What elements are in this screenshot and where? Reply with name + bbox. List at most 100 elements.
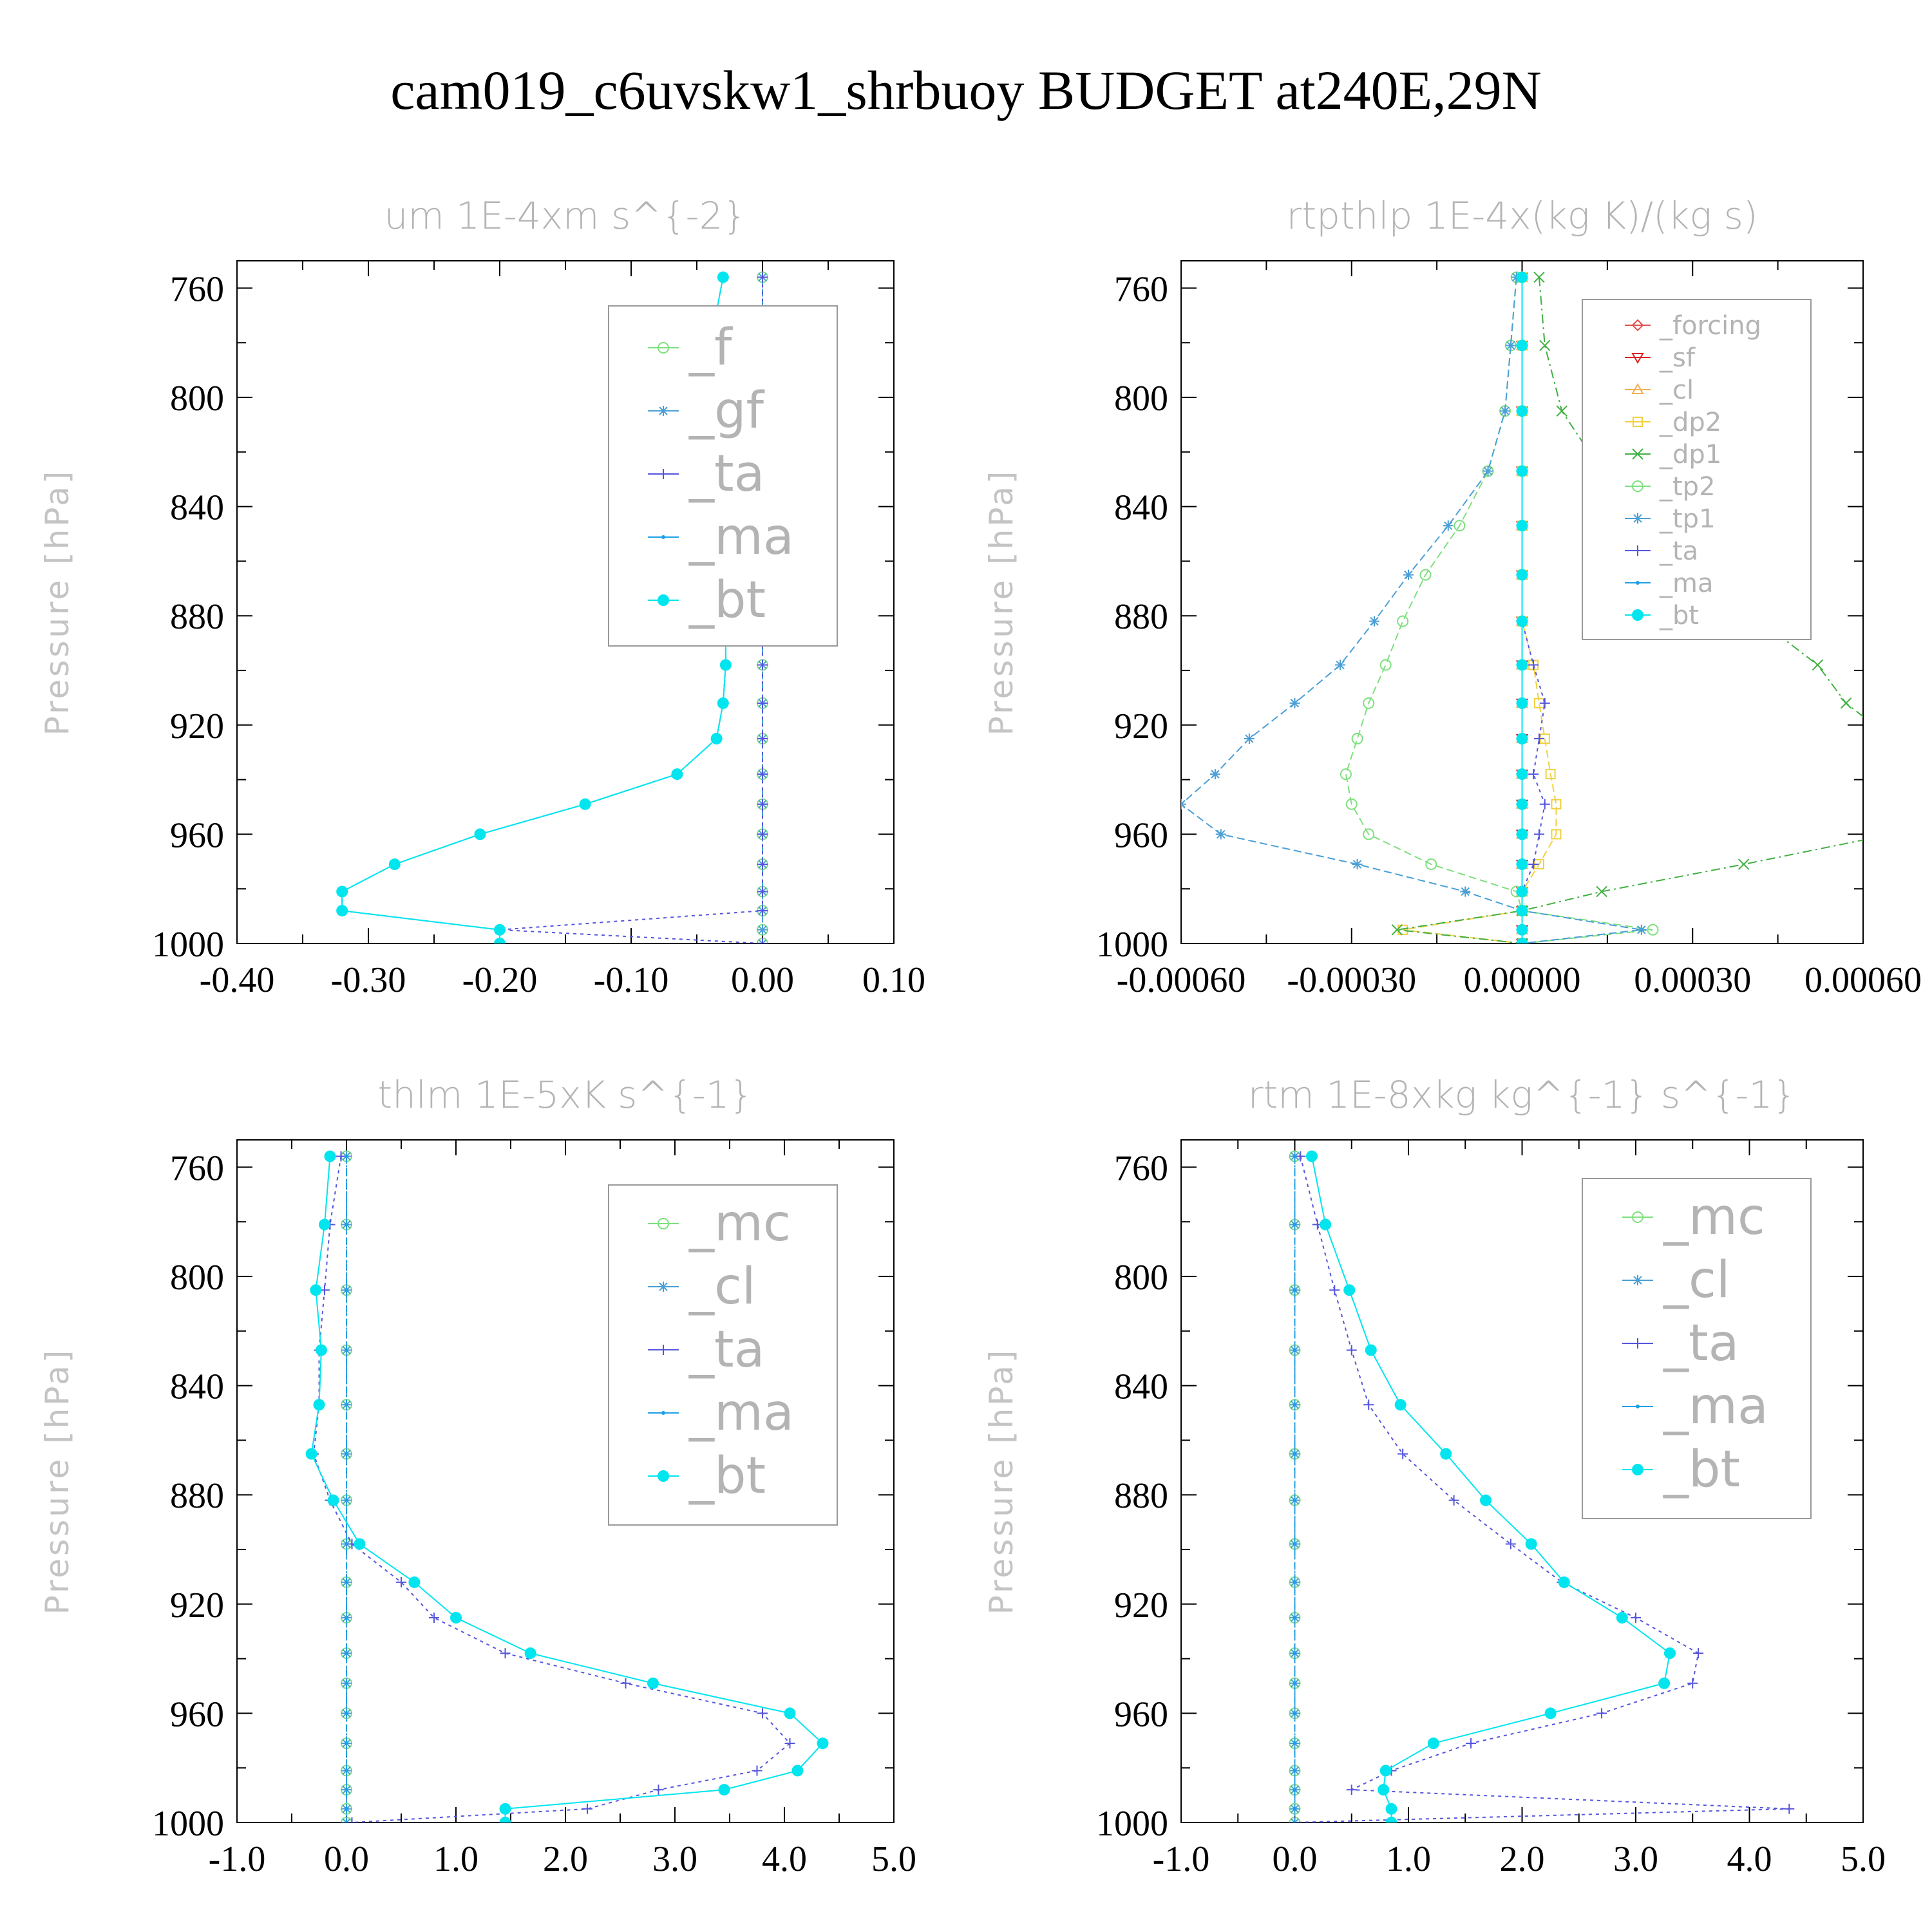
data-point-ma	[345, 1651, 348, 1656]
data-point-tp1	[1181, 799, 1186, 810]
data-point-tp1	[1460, 886, 1471, 897]
data-point-bt	[1378, 1784, 1390, 1796]
data-point-dp1	[1539, 339, 1551, 352]
data-point-ma	[345, 1788, 348, 1792]
legend-label: _cl	[1663, 1251, 1730, 1309]
data-point-tp1	[1403, 569, 1414, 580]
y-tick-label: 880	[1114, 597, 1168, 637]
data-point-tp1	[1352, 859, 1363, 870]
data-point-bt	[1516, 339, 1528, 352]
page-title: cam019_c6uvskw1_shrbuoy BUDGET at240E,29…	[390, 59, 1542, 121]
data-point-ma	[345, 1542, 348, 1546]
data-point-tp1	[1636, 924, 1647, 935]
data-point-ta	[757, 769, 768, 780]
x-tick-label: 5.0	[871, 1839, 916, 1879]
data-point-ma	[345, 1806, 348, 1811]
data-point-ma	[1293, 1711, 1297, 1716]
y-tick-label: 960	[1114, 1694, 1168, 1734]
x-tick-label: 4.0	[762, 1839, 807, 1879]
data-point-ta	[1363, 1399, 1374, 1410]
data-point-ta	[1528, 859, 1539, 870]
y-tick-label: 920	[1114, 706, 1168, 746]
data-point-tp2	[1425, 858, 1437, 871]
data-point-bt	[647, 1677, 659, 1689]
data-point-bt	[1516, 520, 1528, 532]
data-point-ma	[1293, 1768, 1297, 1773]
y-tick-label: 800	[1114, 1258, 1168, 1298]
series-layer	[1181, 270, 1863, 943]
data-point-dp1	[1596, 886, 1607, 898]
data-point-ma	[1293, 1616, 1297, 1620]
data-point-ta	[757, 859, 768, 870]
data-point-bt	[1343, 1284, 1356, 1296]
data-point-tp1	[1369, 616, 1380, 627]
chart-panel-4: rtm 1E-8xkg kg^{-1} s^{-1} Pressure [hPa]…	[983, 1073, 1886, 1879]
x-tick-label: 1.0	[433, 1839, 478, 1879]
legend-label: _ma	[688, 1384, 794, 1442]
data-point-ma	[345, 1403, 348, 1407]
data-point-tp2	[1419, 569, 1432, 581]
legend-marker-dp2	[1633, 417, 1643, 427]
data-point-ma	[345, 1348, 348, 1352]
y-tick-label: 840	[170, 488, 224, 528]
data-point-ta	[1596, 1708, 1607, 1719]
data-point-ta	[1346, 1785, 1357, 1795]
data-point-bt	[1379, 1765, 1392, 1777]
legend-marker-sf	[1631, 353, 1644, 365]
legend-marker-ta	[1633, 1338, 1643, 1349]
data-point-bt	[494, 938, 506, 943]
data-point-ta	[346, 1817, 357, 1823]
x-tick-label: 2.0	[543, 1839, 588, 1879]
y-tick-label: 840	[1114, 1367, 1168, 1407]
data-point-tp2	[1647, 923, 1659, 936]
data-point-bt	[1516, 569, 1528, 581]
data-point-ta	[1533, 829, 1544, 840]
data-point-bt	[1516, 886, 1528, 898]
y-tick-label: 1000	[1096, 1804, 1168, 1844]
data-point-bt	[1480, 1494, 1492, 1506]
y-tick-label: 960	[1114, 815, 1168, 855]
data-point-ma	[1293, 1403, 1297, 1407]
data-point-ta	[757, 829, 768, 840]
data-point-dp1	[1391, 924, 1403, 936]
chart-panel-3: thlm 1E-5xK s^{-1} Pressure [hPa] 760 800 84…	[39, 1073, 916, 1879]
legend-label: _cl	[688, 1258, 756, 1316]
x-tick-label: 1.0	[1386, 1839, 1431, 1879]
data-point-bt	[494, 923, 506, 936]
y-tick-label: 800	[170, 379, 224, 419]
x-tick-label: 0.00	[731, 960, 794, 1000]
y-tick-label: 920	[170, 1586, 224, 1625]
data-point-bt	[408, 1576, 421, 1588]
data-point-dp2	[1397, 924, 1408, 935]
x-tick-label: 0.10	[862, 960, 925, 1000]
data-point-gf	[757, 924, 768, 935]
data-point-bt	[1516, 465, 1528, 477]
legend: _mc_cl_ta_ma_bt	[608, 1184, 838, 1526]
y-tick-label: 760	[1114, 269, 1168, 309]
legend-box	[1582, 299, 1812, 640]
data-point-bt	[1516, 923, 1528, 936]
data-point-ta	[757, 886, 768, 897]
data-point-ta	[1448, 1495, 1459, 1506]
legend-label: _bt	[688, 1447, 766, 1505]
legend-box	[608, 1184, 838, 1526]
data-point-ta	[620, 1678, 631, 1689]
data-point-dp1	[1738, 858, 1750, 870]
legend-marker-bt	[1632, 1464, 1643, 1475]
data-point-ta	[653, 1785, 664, 1795]
legend-marker-ma	[1636, 581, 1640, 585]
x-tick-label: -1.0	[209, 1839, 266, 1879]
panel-title: rtm 1E-8xkg kg^{-1} s^{-1}	[1248, 1073, 1797, 1117]
series-line-dp2	[1403, 277, 1557, 943]
data-point-ta	[1539, 799, 1550, 810]
data-point-ma	[345, 1616, 348, 1620]
y-tick-label: 760	[170, 269, 224, 309]
data-point-ma	[345, 1222, 348, 1227]
x-tick-label: 5.0	[1841, 1839, 1886, 1879]
legend-label: _cl	[1659, 375, 1694, 405]
legend-label: _gf	[688, 382, 765, 440]
y-tick-label: 1000	[152, 925, 224, 965]
data-point-dp1	[1556, 405, 1567, 417]
chart-panel-1: um 1E-4xm s^{-2} Pressure [hPa] 760 800 840 8…	[39, 194, 925, 1000]
x-tick-label: -0.40	[200, 960, 275, 1000]
